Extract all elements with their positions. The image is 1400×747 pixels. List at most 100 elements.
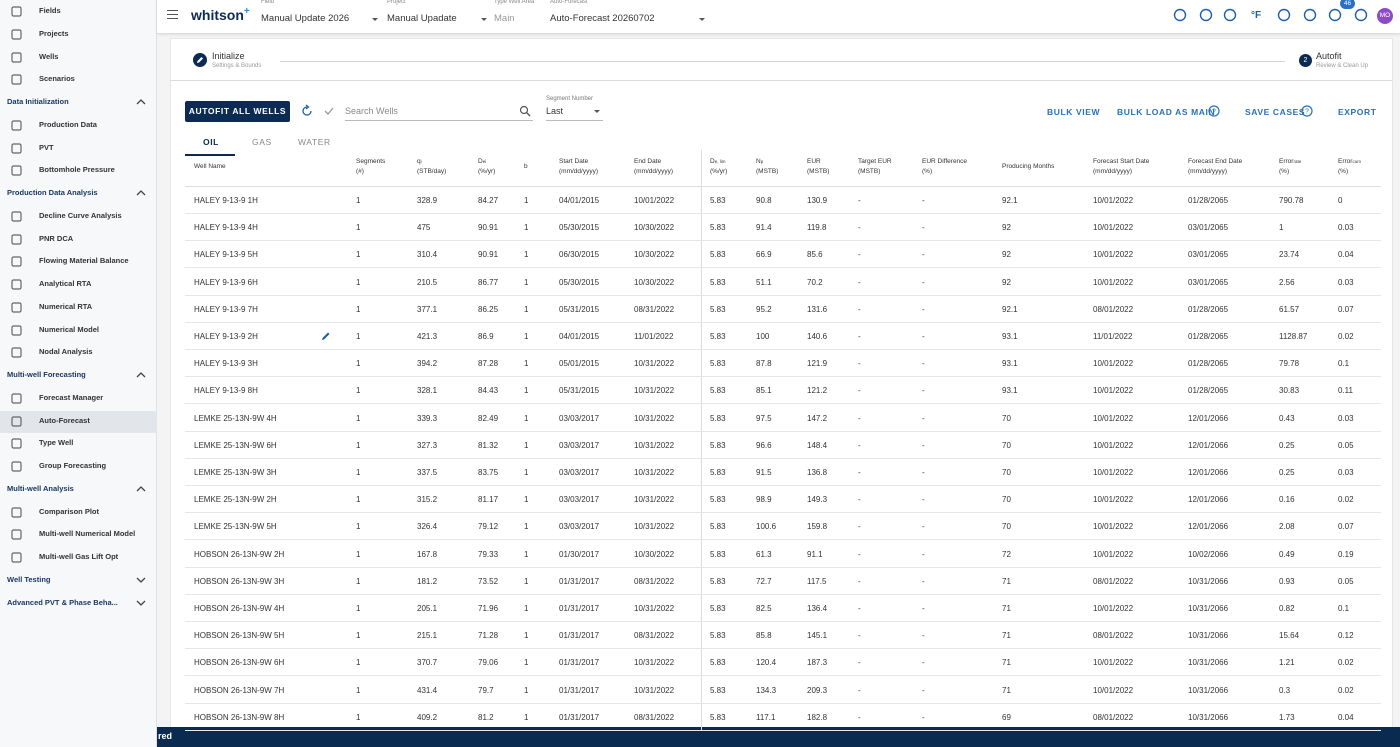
table-row[interactable] — [185, 568, 1381, 595]
step-title[interactable]: Initialize — [212, 51, 245, 61]
well-name[interactable]: LEMKE 25-13N-9W 6H — [194, 440, 277, 450]
table-row[interactable] — [185, 649, 1381, 677]
column-header[interactable]: Dei (%/yr) — [478, 157, 495, 177]
well-name[interactable]: HALEY 9-13-9 8H — [194, 386, 258, 396]
column-header[interactable]: Errorrate (%) — [1279, 157, 1301, 177]
well-name[interactable]: LEMKE 25-13N-9W 2H — [194, 495, 277, 505]
nav-section[interactable]: Well Testing — [7, 574, 51, 584]
action-button[interactable]: BULK VIEW — [1047, 107, 1101, 117]
nav-item[interactable]: PVT — [39, 142, 54, 152]
table-row[interactable] — [185, 241, 1381, 269]
nav-item[interactable]: Nodal Analysis — [39, 347, 93, 357]
table-row[interactable] — [185, 622, 1381, 650]
table-row[interactable] — [185, 541, 1381, 568]
well-name[interactable]: HALEY 9-13-9 4H — [194, 223, 258, 233]
nav-item[interactable]: Production Data — [39, 119, 97, 129]
column-header[interactable]: Producing Months — [1002, 162, 1054, 172]
well-name[interactable]: HOBSON 26-13N-9W 8H — [194, 712, 285, 722]
tab[interactable]: WATER — [298, 137, 331, 147]
well-name[interactable]: HOBSON 26-13N-9W 6H — [194, 658, 285, 668]
table-row[interactable] — [185, 269, 1381, 296]
selector-value[interactable]: Manual Update 2026 — [261, 13, 350, 24]
column-header[interactable]: End Date (mm/dd/yyyy) — [634, 157, 673, 177]
action-button[interactable]: SAVE CASES — [1245, 107, 1306, 117]
well-name[interactable]: HOBSON 26-13N-9W 7H — [194, 685, 285, 695]
table-row[interactable] — [185, 513, 1381, 541]
selector-value[interactable]: Auto-Forecast 20260702 — [550, 13, 655, 24]
autofit-button[interactable]: AUTOFIT ALL WELLS — [185, 101, 290, 122]
action-button[interactable]: EXPORT — [1338, 107, 1377, 117]
table-row[interactable] — [185, 677, 1381, 704]
well-name[interactable]: HALEY 9-13-9 1H — [194, 196, 258, 205]
selector-value[interactable]: Manual Upadate — [387, 13, 457, 24]
well-name[interactable]: HOBSON 26-13N-9W 3H — [194, 576, 285, 586]
nav-item[interactable]: Auto-Forecast — [39, 415, 90, 425]
column-header[interactable]: EUR (MSTB) — [807, 157, 829, 177]
nav-item[interactable]: Flowing Material Balance — [39, 256, 129, 266]
nav-item[interactable]: Numerical RTA — [39, 301, 93, 311]
table-row[interactable] — [185, 405, 1381, 432]
column-header[interactable]: Start Date (mm/dd/yyyy) — [559, 157, 598, 177]
well-name[interactable]: LEMKE 25-13N-9W 5H — [194, 522, 277, 532]
nav-item[interactable]: Numerical Model — [39, 324, 100, 334]
table-row[interactable] — [185, 377, 1381, 405]
nav-item[interactable]: Bottomhole Pressure — [39, 165, 115, 175]
nav-item[interactable]: Comparison Plot — [39, 506, 100, 516]
nav-section[interactable]: Multi-well Forecasting — [7, 370, 86, 379]
avatar[interactable]: MO — [1377, 8, 1393, 24]
selector-value[interactable]: Main — [494, 13, 515, 24]
table-row[interactable] — [185, 296, 1381, 323]
nav-item[interactable]: Wells — [39, 51, 59, 61]
well-name[interactable]: HALEY 9-13-9 7H — [194, 304, 258, 314]
nav-item[interactable]: Group Forecasting — [39, 461, 107, 470]
step-title[interactable]: Autofit — [1316, 51, 1342, 61]
search-input[interactable]: Search Wells — [345, 106, 398, 116]
table-row[interactable] — [185, 432, 1381, 459]
well-name[interactable]: HALEY 9-13-9 6H — [194, 277, 258, 287]
nav-item[interactable]: Multi-well Gas Lift Opt — [39, 552, 119, 561]
nav-section[interactable]: Production Data Analysis — [7, 188, 98, 197]
nav-item[interactable]: PNR DCA — [39, 233, 74, 243]
nav-item[interactable]: Multi-well Numerical Model — [39, 529, 136, 539]
nav-section[interactable]: Advanced PVT & Phase Beha... — [7, 597, 118, 607]
well-name[interactable]: HALEY 9-13-9 2H — [194, 332, 258, 341]
well-name[interactable]: LEMKE 25-13N-9W 3H — [194, 468, 277, 477]
column-header[interactable]: Np (MSTB) — [756, 157, 778, 177]
nav-item[interactable]: Analytical RTA — [39, 279, 92, 288]
nav-section[interactable]: Multi-well Analysis — [7, 483, 74, 493]
table-row[interactable] — [185, 214, 1381, 242]
table-row[interactable] — [185, 459, 1381, 486]
well-name[interactable]: HALEY 9-13-9 3H — [194, 359, 258, 369]
logo[interactable]: whitson+ — [191, 6, 250, 23]
nav-item[interactable]: Scenarios — [39, 74, 75, 84]
column-header[interactable]: b — [524, 162, 528, 172]
table-row[interactable] — [185, 486, 1381, 514]
tab[interactable]: OIL — [203, 137, 219, 147]
column-header[interactable]: Well Name — [194, 162, 226, 172]
well-name[interactable]: HOBSON 26-13N-9W 2H — [194, 549, 285, 559]
column-header[interactable]: Errorcum (%) — [1338, 157, 1361, 177]
column-header[interactable]: Forecast Start Date (mm/dd/yyyy) — [1093, 157, 1149, 177]
well-name[interactable]: HOBSON 26-13N-9W 5H — [194, 631, 285, 641]
column-header[interactable]: Target EUR (MSTB) — [858, 157, 892, 177]
nav-item[interactable]: Forecast Manager — [39, 392, 104, 402]
well-name[interactable]: HALEY 9-13-9 5H — [194, 250, 258, 260]
column-header[interactable]: Segments (#) — [356, 157, 385, 177]
table-row[interactable] — [185, 323, 1381, 350]
column-header[interactable]: Forecast End Date (mm/dd/yyyy) — [1188, 157, 1242, 177]
menu-icon[interactable] — [167, 10, 178, 19]
nav-item[interactable]: Projects — [39, 28, 69, 38]
well-name[interactable]: HOBSON 26-13N-9W 4H — [194, 604, 285, 613]
table-row[interactable] — [185, 704, 1381, 731]
nav-item[interactable]: Type Well — [39, 438, 74, 448]
nav-section[interactable]: Data Initialization — [7, 97, 69, 106]
table-row[interactable] — [185, 187, 1381, 214]
nav-item[interactable]: Fields — [39, 6, 61, 15]
segment-select[interactable]: Last — [546, 106, 564, 116]
tab[interactable]: GAS — [252, 137, 272, 147]
well-name[interactable]: LEMKE 25-13N-9W 4H — [194, 413, 277, 423]
column-header[interactable]: qi (STB/day) — [417, 157, 446, 177]
table-row[interactable] — [185, 350, 1381, 378]
unit-toggle[interactable]: °F — [1251, 10, 1262, 21]
table-row[interactable] — [185, 595, 1381, 622]
